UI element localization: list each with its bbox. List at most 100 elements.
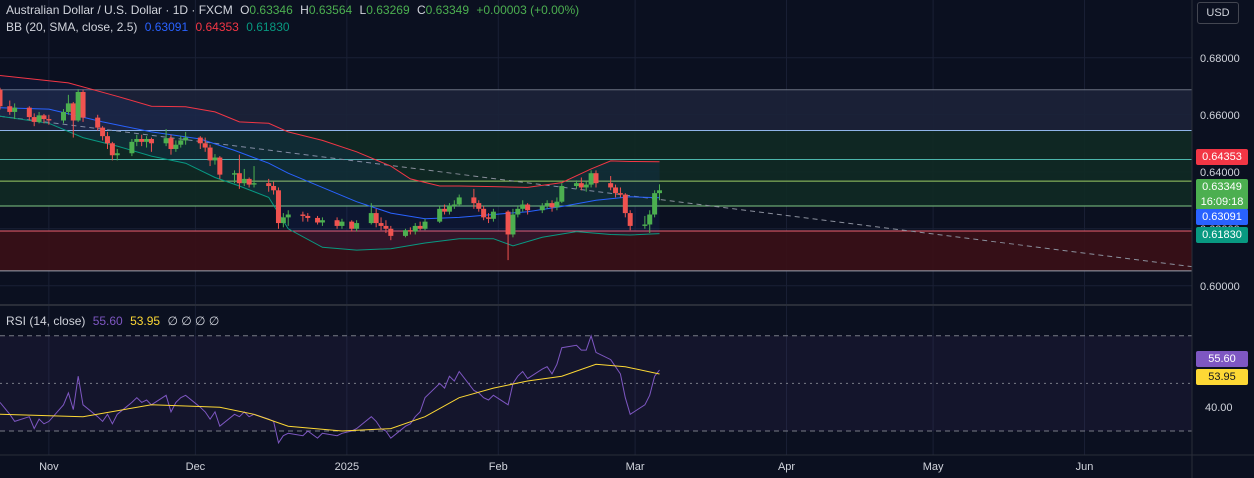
candle — [300, 211, 306, 222]
rsi-extra-values: ∅ ∅ ∅ ∅ — [167, 314, 220, 328]
time-tick-label: Apr — [778, 461, 795, 473]
rsi-ma-tag: 53.95 — [1196, 369, 1248, 385]
candle-body — [100, 127, 106, 137]
candle — [388, 225, 394, 241]
candle-body — [26, 107, 32, 118]
candle-body — [559, 186, 565, 202]
candle-body — [373, 213, 379, 224]
candle — [544, 200, 550, 209]
candle-body — [80, 91, 86, 118]
time-tick-label: Feb — [489, 461, 508, 473]
rsi-label[interactable]: RSI (14, close) — [6, 314, 86, 328]
candle — [31, 113, 37, 127]
candle — [285, 210, 291, 226]
candle — [319, 217, 325, 226]
candle-body — [339, 221, 345, 226]
symbol-name[interactable]: Australian Dollar / U.S. Dollar · 1D · F… — [6, 3, 233, 17]
currency-button[interactable]: USD — [1197, 2, 1239, 24]
candle — [46, 114, 52, 125]
candle — [593, 170, 599, 188]
bb-legend: BB (20, SMA, close, 2.5) 0.63091 0.64353… — [6, 20, 290, 34]
candle-body — [7, 106, 13, 112]
time-tick-label: Jun — [1076, 461, 1094, 473]
candle-body — [515, 208, 521, 215]
candle-body — [114, 153, 120, 156]
time-scale[interactable]: Nov Dec 2025 Feb Mar Apr May Jun — [39, 461, 1093, 473]
candle-body — [476, 203, 482, 209]
candle — [573, 180, 579, 189]
candle — [456, 194, 462, 206]
candle-body — [622, 194, 628, 214]
candle-body — [173, 144, 179, 149]
candle-body — [442, 208, 448, 212]
candle — [315, 215, 321, 225]
bb-upper-line — [0, 75, 660, 188]
candle — [173, 140, 179, 152]
candle — [183, 131, 189, 145]
candle — [280, 213, 286, 228]
high-value: 0.63564 — [308, 3, 353, 17]
candle-body — [134, 139, 140, 142]
candle-body — [412, 225, 418, 232]
price-tick-label: 0.66000 — [1200, 110, 1240, 122]
candle-body — [544, 203, 550, 206]
candle — [334, 217, 340, 229]
candle — [515, 205, 521, 218]
candle — [65, 94, 71, 115]
candle-body — [231, 173, 237, 175]
high-label: H — [300, 3, 309, 17]
candle — [134, 134, 140, 147]
candle — [407, 227, 413, 235]
candle — [271, 181, 277, 195]
candle — [217, 156, 223, 179]
candle — [12, 103, 18, 120]
candle-body — [12, 107, 18, 112]
candle — [442, 204, 448, 215]
last-price-tag: 0.63349 — [1196, 179, 1248, 195]
low-value: 0.63269 — [366, 3, 410, 17]
candle-body — [554, 201, 560, 208]
candles[interactable] — [0, 87, 663, 261]
candle-body — [163, 138, 169, 144]
candle — [451, 200, 457, 209]
time-tick-label: Dec — [186, 461, 206, 473]
low-label: L — [359, 3, 367, 17]
candle — [26, 106, 32, 121]
candle — [109, 141, 115, 161]
bb-label[interactable]: BB (20, SMA, close, 2.5) — [6, 20, 138, 34]
candle — [647, 210, 653, 234]
candle — [583, 181, 589, 192]
candle-body — [217, 157, 223, 175]
candle-body — [70, 103, 76, 121]
candle — [490, 208, 496, 222]
candle-body — [285, 214, 291, 218]
candle — [510, 208, 516, 238]
candle-body — [539, 205, 545, 211]
candle — [613, 184, 619, 198]
candle — [246, 177, 252, 188]
open-label: O — [240, 3, 250, 17]
candle — [417, 221, 423, 231]
candle-body — [368, 213, 374, 224]
rsi-value: 55.60 — [92, 314, 123, 328]
candle-body — [251, 183, 257, 185]
candle — [207, 144, 213, 167]
candle — [61, 109, 67, 124]
candle — [652, 190, 658, 218]
candle-body — [549, 203, 555, 208]
candle-body — [197, 137, 203, 144]
candle — [275, 187, 281, 229]
candle — [114, 148, 120, 161]
candle-body — [183, 137, 189, 141]
candle-body — [481, 208, 487, 218]
candle — [539, 203, 545, 214]
rsi-pane — [0, 334, 1192, 445]
countdown-tag: 16:09:18 — [1196, 194, 1248, 210]
candle — [368, 203, 374, 225]
candle-body — [657, 190, 663, 194]
candle-body — [95, 117, 101, 128]
candle-body — [627, 213, 633, 226]
candle-body — [446, 205, 452, 212]
candle-body — [388, 228, 394, 236]
